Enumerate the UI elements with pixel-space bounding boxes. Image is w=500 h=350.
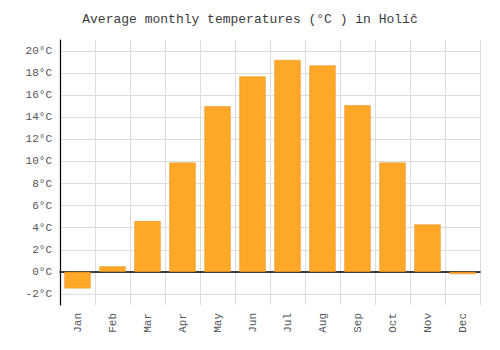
svg-text:16°C: 16°C <box>26 89 53 101</box>
svg-text:18°C: 18°C <box>26 67 53 79</box>
svg-text:2°C: 2°C <box>32 244 52 256</box>
svg-text:20°C: 20°C <box>26 45 53 57</box>
svg-text:Sep: Sep <box>352 313 364 333</box>
svg-text:-2°C: -2°C <box>26 288 53 300</box>
svg-text:May: May <box>212 313 224 333</box>
svg-text:Jun: Jun <box>247 313 259 333</box>
svg-text:6°C: 6°C <box>32 200 52 212</box>
svg-text:10°C: 10°C <box>26 155 53 167</box>
svg-text:Aug: Aug <box>317 313 329 333</box>
svg-text:0°C: 0°C <box>32 266 52 278</box>
svg-text:Apr: Apr <box>177 313 189 333</box>
svg-text:Mar: Mar <box>142 313 154 333</box>
svg-text:Jan: Jan <box>72 313 84 333</box>
svg-text:14°C: 14°C <box>26 111 53 123</box>
svg-text:8°C: 8°C <box>32 178 52 190</box>
svg-text:12°C: 12°C <box>26 133 53 145</box>
svg-text:Nov: Nov <box>422 313 434 333</box>
svg-text:Jul: Jul <box>282 313 294 333</box>
svg-text:Oct: Oct <box>387 313 399 333</box>
svg-text:Dec: Dec <box>457 313 469 333</box>
svg-text:Feb: Feb <box>107 313 119 333</box>
svg-text:4°C: 4°C <box>32 222 52 234</box>
svg-text:Average monthly temperatures (: Average monthly temperatures (°C ) in Ho… <box>82 12 417 27</box>
